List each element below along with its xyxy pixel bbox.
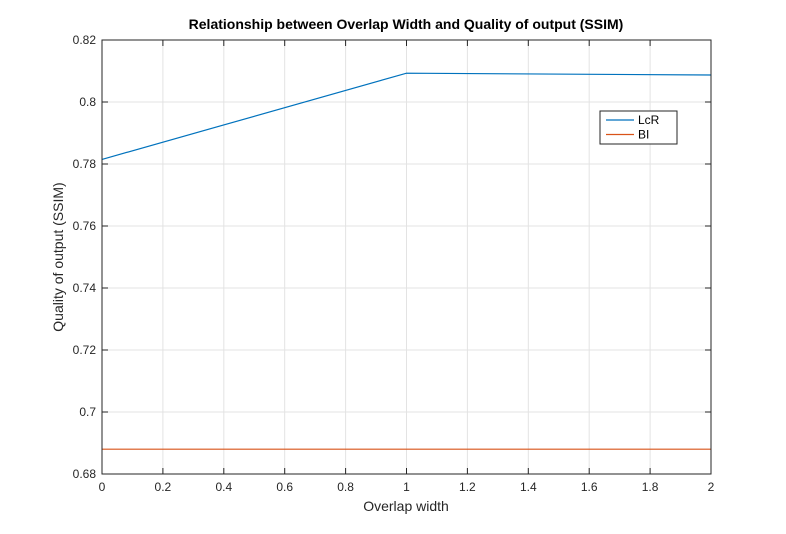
x-tick-label: 1.4 (520, 480, 537, 494)
y-tick-label: 0.82 (73, 33, 97, 47)
chart-title: Relationship between Overlap Width and Q… (189, 16, 624, 32)
y-tick-label: 0.76 (73, 219, 97, 233)
x-tick-label: 0.2 (155, 480, 172, 494)
series-layer (101, 72, 712, 450)
x-tick-label: 2 (708, 480, 715, 494)
y-tick-label: 0.72 (73, 343, 97, 357)
series-line-lcr (101, 72, 712, 160)
x-tick-label: 1.2 (459, 480, 476, 494)
x-tick-label: 1.6 (581, 480, 598, 494)
y-axis-label: Quality of output (SSIM) (50, 182, 66, 331)
x-tick-label: 1 (403, 480, 410, 494)
x-tick-label: 0.8 (337, 480, 354, 494)
legend-label-bi: BI (638, 128, 649, 142)
ticks: 0 0.2 0.4 0.6 0.8 1 1.2 1.4 1.6 1.8 2 0.68 0.7 0.72 0.… (73, 33, 715, 494)
x-tick-label: 0 (99, 480, 106, 494)
y-tick-label: 0.7 (79, 405, 96, 419)
x-axis-label: Overlap width (363, 498, 449, 514)
x-tick-label: 0.4 (215, 480, 232, 494)
y-tick-label: 0.68 (73, 467, 97, 481)
x-tick-label: 0.6 (276, 480, 293, 494)
legend-label-lcr: LcR (638, 113, 660, 127)
y-tick-label: 0.78 (73, 157, 97, 171)
x-tick-label: 1.8 (642, 480, 659, 494)
y-tick-label: 0.74 (73, 281, 97, 295)
legend-box (599, 110, 678, 145)
y-tick-label: 0.8 (79, 95, 96, 109)
